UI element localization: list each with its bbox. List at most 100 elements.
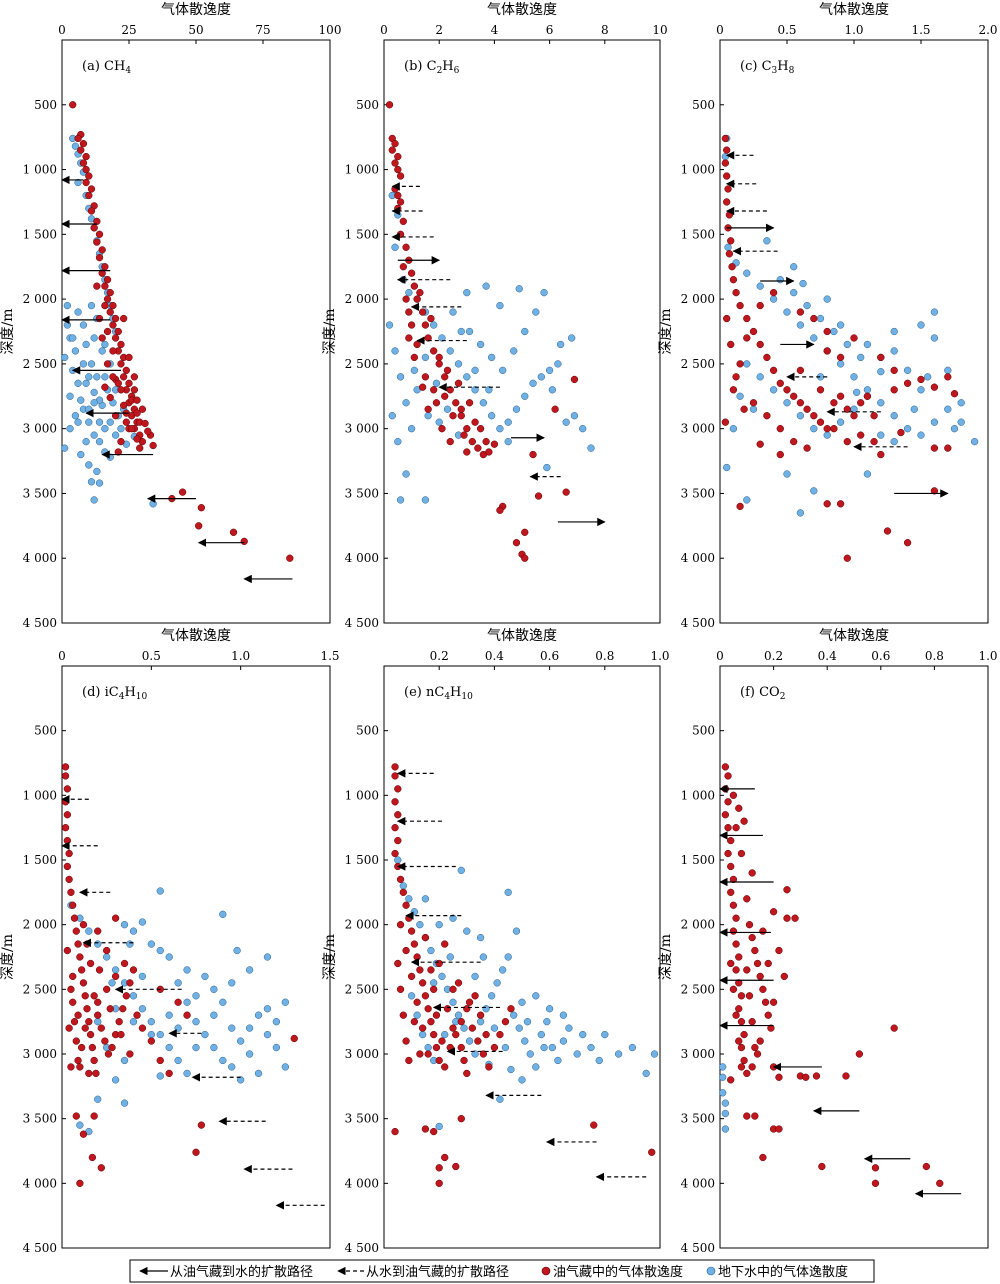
panel-d-groundwater-point — [126, 940, 134, 948]
panel-d-plot-frame — [61, 665, 331, 1249]
panel-d-groundwater-point — [237, 1037, 245, 1045]
panel-a-reservoir-point — [109, 301, 117, 310]
panel-b-groundwater-point — [471, 366, 479, 375]
panel-e-groundwater-point — [490, 1024, 499, 1032]
panel-b-groundwater-point — [487, 353, 496, 362]
panel-d-reservoir-point — [61, 763, 70, 771]
panel-e-x-tick-label: 0.8 — [595, 649, 614, 663]
panel-c-groundwater-point — [724, 243, 732, 251]
panel-c-x-tick-label: 1.0 — [844, 23, 863, 37]
panel-a-groundwater-point — [101, 373, 109, 381]
panel-d-y-tick-label: 4 500 — [23, 1241, 57, 1255]
panel-a-groundwater-point — [71, 142, 80, 150]
panel-e-reservoir-point — [435, 1164, 443, 1172]
panel-e-groundwater-point — [476, 1018, 485, 1026]
panel-e-reservoir-point — [396, 985, 405, 993]
panel-a-groundwater-point — [61, 444, 69, 452]
panel-b-groundwater-point — [391, 243, 399, 251]
panel-b-groundwater-point — [504, 418, 512, 426]
panel-d-reservoir-point — [69, 972, 77, 981]
panel-b-reservoir-point — [391, 139, 399, 148]
panel-c-reservoir-point — [756, 340, 764, 349]
panel-f-reservoir-point — [724, 824, 732, 832]
panel-e-groundwater-point — [435, 1122, 443, 1131]
panel-f-reservoir-point — [922, 1162, 931, 1171]
panel-c-reservoir-point — [796, 399, 805, 407]
panel-a-y-tick-label: 4 000 — [23, 551, 57, 565]
panel-c-y-tick-label: 4 000 — [681, 551, 715, 565]
panel-f-reservoir-point — [729, 791, 738, 799]
panel-a-groundwater-point — [106, 418, 114, 426]
panel-b-reservoir-point — [421, 321, 430, 329]
panel-d-reservoir-point — [85, 1069, 93, 1078]
panel-e-reservoir-point — [438, 1037, 446, 1045]
panel-f-reservoir-point — [727, 862, 735, 871]
panel-b-groundwater-point — [446, 347, 454, 355]
panel-c-groundwater-point — [903, 425, 912, 433]
panel-c-reservoir-point — [727, 237, 735, 245]
panel-b-groundwater-point — [562, 418, 570, 426]
panel-f-reservoir-point — [740, 1056, 748, 1065]
panel-e-reservoir-point — [485, 1063, 493, 1071]
panel-b-groundwater-point — [402, 399, 410, 407]
panel-e-y-tick-label: 4 000 — [345, 1176, 379, 1190]
panel-f-reservoir-point — [842, 1072, 850, 1080]
panel-e-reservoir-point — [482, 1030, 490, 1039]
panel-d-reservoir-point — [117, 1030, 125, 1039]
panel-c-reservoir-point — [843, 405, 851, 413]
panel-d-reservoir-point — [74, 1056, 82, 1065]
panel-e-reservoir-point — [465, 998, 474, 1006]
panel-e-groundwater-point — [465, 1037, 474, 1045]
panel-a-groundwater-point — [63, 321, 72, 329]
panel-b-reservoir-point — [449, 412, 457, 420]
panel-d-groundwater-point — [210, 1043, 218, 1052]
panel-d-reservoir-point — [79, 979, 88, 987]
panel-c-reservoir-point — [823, 327, 831, 336]
panel-b-groundwater-point — [540, 288, 548, 297]
panel-b-reservoir-point — [452, 399, 460, 407]
panel-b-x-tick-label: 2 — [435, 23, 443, 37]
panel-b-x-axis-label: 气体散逸度 — [487, 2, 557, 18]
panel-a-y-tick-label: 2 000 — [23, 292, 57, 306]
panel-d-reservoir-point — [65, 875, 73, 884]
panel-e-x-tick-label: 1.0 — [650, 649, 669, 663]
panel-a-groundwater-point — [82, 437, 90, 446]
panel-d-reservoir-point — [83, 940, 91, 948]
panel-d-reservoir-point — [78, 1043, 86, 1052]
panel-d-x-tick-label: 1.5 — [320, 649, 339, 663]
panel-d-reservoir-point — [111, 914, 120, 922]
panel-d-groundwater-point — [237, 1076, 245, 1084]
panel-b-groundwater-point — [545, 366, 554, 375]
panel-a-groundwater-point — [95, 418, 104, 426]
panel-b-reservoir-point — [421, 373, 430, 381]
panel-c-groundwater-point — [890, 437, 898, 446]
panel-b-y-tick-label: 1 000 — [345, 163, 379, 177]
panel-b-reservoir-point — [446, 437, 454, 446]
panel-c-reservoir-point — [723, 146, 731, 154]
panel-c-reservoir-point — [749, 327, 758, 336]
panel-c-reservoir-point — [857, 399, 865, 407]
panel-f-reservoir-point — [764, 959, 772, 968]
panel-e-reservoir-point — [391, 1127, 399, 1136]
panel-c-groundwater-point — [756, 282, 764, 290]
panel-b-groundwater-point — [463, 373, 471, 381]
panel-a-reservoir-point — [144, 427, 152, 435]
panel-d-groundwater-point — [129, 927, 138, 935]
panel-e-groundwater-point — [449, 914, 457, 922]
panel-a-groundwater-point — [61, 353, 69, 362]
panel-b-x-tick-label: 0 — [380, 23, 388, 37]
panel-e-groundwater-point — [510, 1011, 518, 1019]
panel-a-groundwater-point — [85, 461, 93, 469]
panel-f-reservoir-point — [745, 992, 754, 1000]
panel-a-reservoir-point — [111, 334, 120, 342]
panel-c-groundwater-point — [944, 366, 952, 375]
panel-f-plot-frame — [719, 665, 989, 1249]
panel-b-groundwater-point — [421, 496, 430, 504]
panel-e-reservoir-point — [391, 798, 399, 806]
panel-b-reservoir-point — [438, 425, 446, 433]
panel-b-reservoir-point — [407, 269, 416, 277]
panel-e-reservoir-point — [402, 901, 410, 909]
panel-d-reservoir-point — [69, 901, 77, 909]
panel-c-groundwater-point — [917, 321, 925, 329]
panel-e-groundwater-point — [501, 1043, 510, 1052]
